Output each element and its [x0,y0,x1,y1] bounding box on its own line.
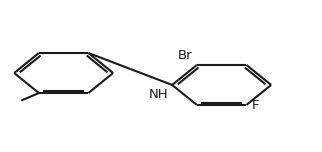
Text: NH: NH [149,88,168,101]
Text: F: F [252,99,260,112]
Text: Br: Br [177,49,192,62]
